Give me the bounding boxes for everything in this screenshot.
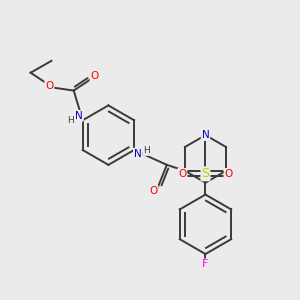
Text: O: O [149, 186, 158, 196]
Text: O: O [178, 169, 186, 179]
Text: N: N [202, 130, 209, 140]
Text: F: F [202, 260, 208, 269]
Text: N: N [134, 148, 142, 159]
Text: S: S [202, 167, 209, 180]
Text: H: H [143, 146, 150, 155]
Text: N: N [75, 111, 83, 121]
Text: O: O [45, 81, 53, 91]
Text: O: O [90, 71, 99, 81]
Text: H: H [67, 116, 74, 125]
Text: O: O [224, 169, 233, 179]
